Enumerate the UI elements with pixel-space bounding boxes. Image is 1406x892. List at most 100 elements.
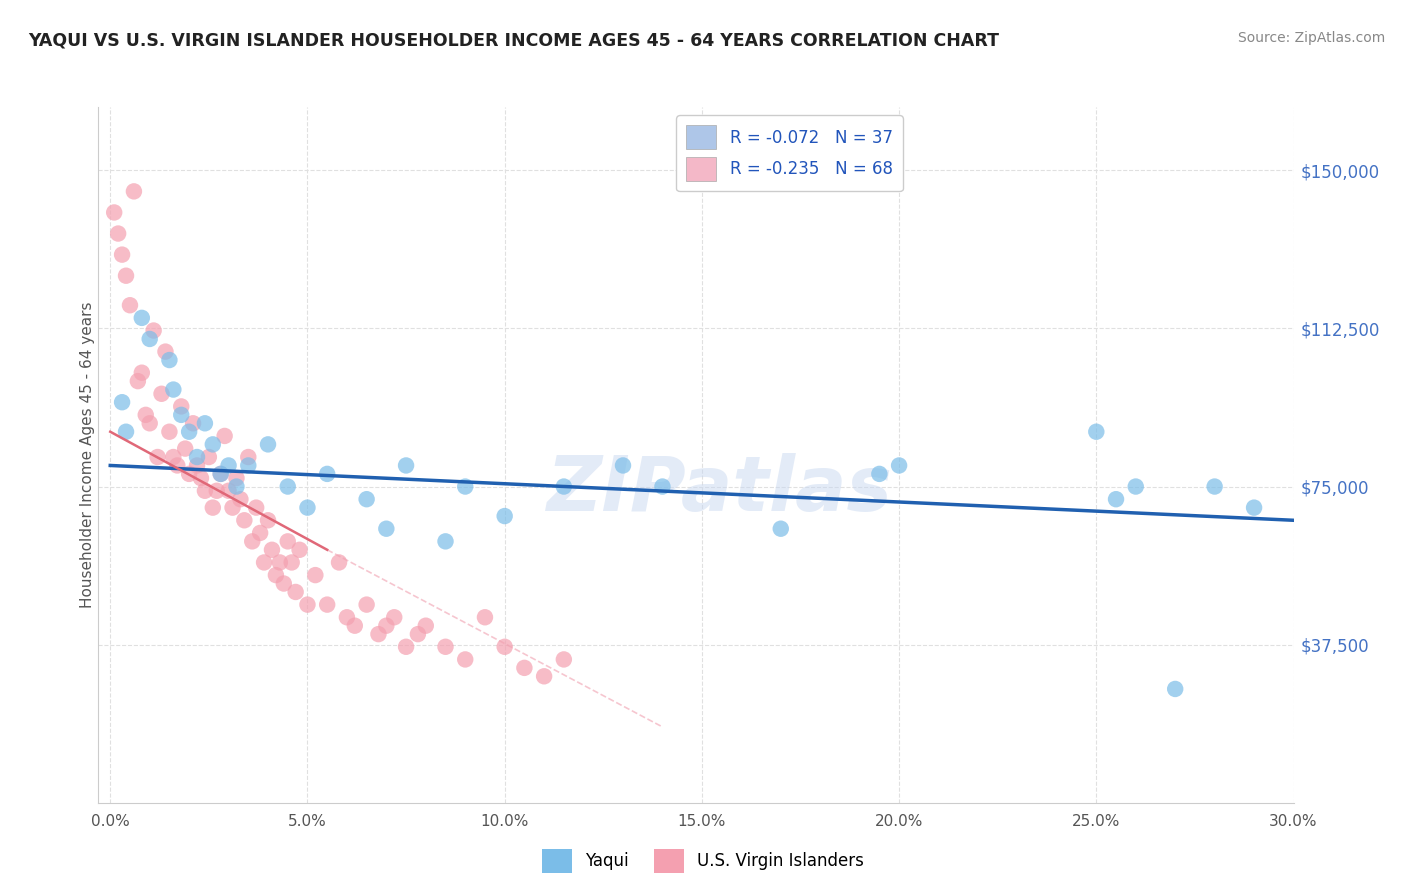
Point <box>166 458 188 473</box>
Point <box>170 408 193 422</box>
Point <box>868 467 890 481</box>
Point <box>135 408 157 422</box>
Point <box>240 534 263 549</box>
Point <box>406 627 429 641</box>
Point <box>103 205 125 219</box>
Point <box>138 417 160 431</box>
Point <box>434 534 457 549</box>
Text: YAQUI VS U.S. VIRGIN ISLANDER HOUSEHOLDER INCOME AGES 45 - 64 YEARS CORRELATION : YAQUI VS U.S. VIRGIN ISLANDER HOUSEHOLDE… <box>28 31 1000 49</box>
Point <box>277 534 299 549</box>
Point <box>225 479 247 493</box>
Point <box>328 556 350 570</box>
Point <box>280 556 302 570</box>
Point <box>245 500 267 515</box>
Point <box>150 386 173 401</box>
Point <box>238 450 260 464</box>
Point <box>257 513 280 527</box>
Point <box>209 467 232 481</box>
Point <box>269 556 291 570</box>
Point <box>186 450 208 464</box>
Point <box>454 479 477 493</box>
Point <box>494 640 516 654</box>
Point <box>218 458 240 473</box>
Point <box>887 458 910 473</box>
Point <box>142 324 165 338</box>
Point <box>138 332 160 346</box>
Legend: R = -0.072   N = 37, R = -0.235   N = 68: R = -0.072 N = 37, R = -0.235 N = 68 <box>676 115 903 191</box>
Point <box>122 185 145 199</box>
Point <box>194 483 217 498</box>
Text: Source: ZipAtlas.com: Source: ZipAtlas.com <box>1237 31 1385 45</box>
Legend: Yaqui, U.S. Virgin Islanders: Yaqui, U.S. Virgin Islanders <box>536 842 870 880</box>
Point <box>194 417 217 431</box>
Point <box>201 437 224 451</box>
Point <box>146 450 169 464</box>
Point <box>229 492 252 507</box>
Point <box>233 513 256 527</box>
Point <box>111 247 134 261</box>
Point <box>1085 425 1108 439</box>
Point <box>612 458 634 473</box>
Point <box>162 450 184 464</box>
Point <box>553 652 575 666</box>
Point <box>155 344 177 359</box>
Point <box>769 522 792 536</box>
Point <box>316 467 339 481</box>
Point <box>1243 500 1265 515</box>
Text: ZIPatlas: ZIPatlas <box>547 453 893 526</box>
Point <box>249 525 271 540</box>
Point <box>382 610 405 624</box>
Point <box>336 610 359 624</box>
Point <box>494 509 516 524</box>
Point <box>513 661 536 675</box>
Point <box>127 374 149 388</box>
Point <box>356 598 378 612</box>
Point <box>454 652 477 666</box>
Point <box>131 310 153 325</box>
Point <box>395 640 418 654</box>
Point <box>198 450 221 464</box>
Point <box>174 442 197 456</box>
Point <box>170 400 193 414</box>
Point <box>118 298 141 312</box>
Point <box>284 585 307 599</box>
Point <box>131 366 153 380</box>
Point <box>186 458 208 473</box>
Point <box>1105 492 1128 507</box>
Point <box>375 522 398 536</box>
Point <box>434 640 457 654</box>
Point <box>304 568 326 582</box>
Point <box>1125 479 1147 493</box>
Point <box>181 417 204 431</box>
Point <box>367 627 389 641</box>
Point <box>375 618 398 632</box>
Point <box>214 429 236 443</box>
Point <box>190 471 212 485</box>
Point <box>1164 681 1187 696</box>
Point <box>288 542 311 557</box>
Point <box>316 598 339 612</box>
Point <box>162 383 184 397</box>
Point <box>157 425 180 439</box>
Point <box>264 568 287 582</box>
Point <box>205 483 228 498</box>
Point <box>356 492 378 507</box>
Point <box>115 425 138 439</box>
Point <box>474 610 496 624</box>
Point <box>179 425 201 439</box>
Point <box>107 227 129 241</box>
Point <box>395 458 418 473</box>
Point <box>115 268 138 283</box>
Point <box>651 479 673 493</box>
Point <box>297 500 319 515</box>
Point <box>157 353 180 368</box>
Point <box>343 618 366 632</box>
Point <box>297 598 319 612</box>
Point <box>201 500 224 515</box>
Point <box>221 500 243 515</box>
Point <box>277 479 299 493</box>
Point <box>179 467 201 481</box>
Point <box>415 618 437 632</box>
Point <box>253 556 276 570</box>
Point <box>111 395 134 409</box>
